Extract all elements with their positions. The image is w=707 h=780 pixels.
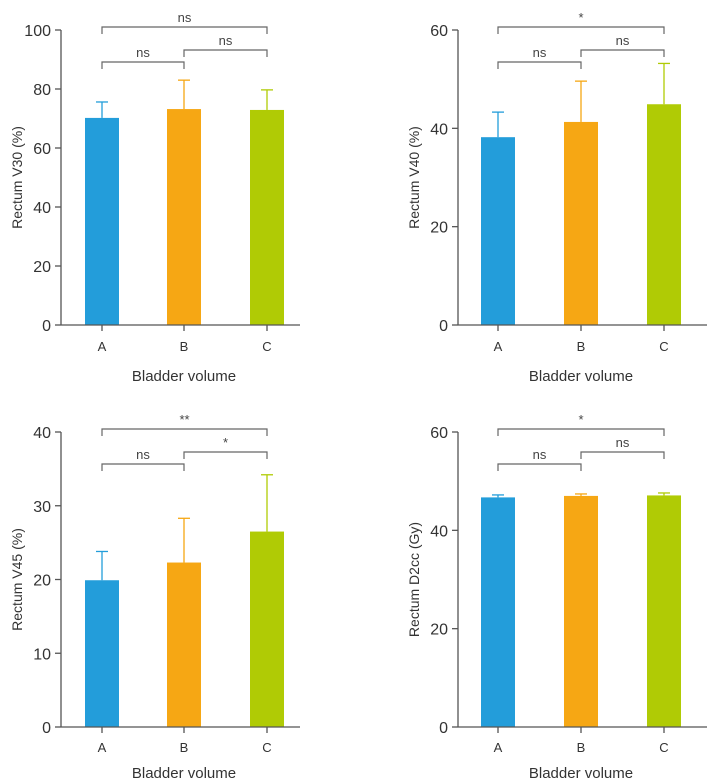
bar-B	[167, 562, 201, 727]
y-tick-label: 60	[430, 23, 448, 40]
x-tick-label: A	[98, 740, 107, 755]
significance-label: ns	[136, 45, 150, 60]
x-tick-label: A	[494, 339, 503, 354]
bar-C	[250, 109, 284, 325]
x-tick-label: B	[180, 339, 189, 354]
significance-label: **	[179, 412, 189, 427]
x-tick-label: C	[262, 339, 271, 354]
significance-bracket-bc	[183, 49, 268, 57]
y-tick-label: 0	[42, 318, 51, 335]
bar-A	[481, 137, 515, 325]
y-tick-label: 60	[430, 425, 448, 442]
y-tick-label: 0	[439, 720, 448, 737]
y-tick-label: 80	[33, 82, 51, 99]
significance-bracket-bc	[183, 451, 268, 459]
y-tick-label: 20	[430, 220, 448, 237]
significance-bracket-ac	[497, 26, 665, 34]
significance-bracket-ab	[101, 61, 185, 69]
y-axis-label: Rectum V45 (%)	[9, 528, 25, 631]
x-tick-label: C	[659, 339, 668, 354]
significance-bracket-ab	[101, 463, 185, 471]
y-tick-label: 20	[430, 622, 448, 639]
bar-A	[85, 580, 119, 727]
chart-panel-1: 0 20 40 60 80 100 A B C Bladder volume Rectum V30 …	[9, 10, 300, 385]
significance-bracket-ac	[101, 26, 268, 34]
significance-bracket-bc	[580, 451, 665, 459]
y-axis-label: Rectum V30 (%)	[9, 126, 25, 229]
chart-panel-2: 0 20 40 60 A B C Bladder volume Rectum V40 (%) ns…	[406, 10, 707, 385]
chart-panel-3: 0 10 20 30 40 A B C Bladder volume Rectum V45 (%)…	[9, 412, 300, 780]
y-tick-label: 40	[430, 523, 448, 540]
y-axis-label: Rectum D2cc (Gy)	[406, 522, 422, 637]
x-axis-label: Bladder volume	[132, 368, 236, 385]
bar-C	[647, 495, 681, 727]
y-tick-label: 0	[439, 318, 448, 335]
y-tick-label: 100	[24, 23, 51, 40]
significance-label: ns	[533, 45, 547, 60]
y-tick-label: 60	[33, 141, 51, 158]
significance-bracket-bc	[580, 49, 665, 57]
significance-label: ns	[616, 435, 630, 450]
y-tick-label: 30	[33, 499, 51, 516]
significance-label: ns	[178, 10, 192, 25]
x-tick-label: A	[494, 740, 503, 755]
bar-B	[564, 495, 598, 727]
significance-label: ns	[616, 33, 630, 48]
y-tick-label: 40	[33, 425, 51, 442]
x-tick-label: C	[659, 740, 668, 755]
bar-A	[481, 497, 515, 727]
bar-B	[564, 121, 598, 325]
y-tick-label: 40	[33, 200, 51, 217]
significance-label: *	[223, 435, 228, 450]
significance-label: ns	[219, 33, 233, 48]
y-tick-label: 10	[33, 646, 51, 663]
bar-C	[647, 104, 681, 325]
bar-A	[85, 117, 119, 325]
x-axis-label: Bladder volume	[529, 368, 633, 385]
significance-bracket-ac	[497, 428, 665, 436]
significance-label: ns	[533, 447, 547, 462]
y-tick-label: 20	[33, 573, 51, 590]
y-axis-label: Rectum V40 (%)	[406, 126, 422, 229]
y-tick-label: 0	[42, 720, 51, 737]
chart-panel-4: 0 20 40 60 A B C Bladder volume Rectum D2cc (Gy)…	[406, 412, 707, 780]
x-tick-label: B	[180, 740, 189, 755]
significance-label: ns	[136, 447, 150, 462]
x-axis-label: Bladder volume	[529, 765, 633, 780]
significance-bracket-ab	[497, 463, 582, 471]
significance-bracket-ac	[101, 428, 268, 436]
significance-bracket-ab	[497, 61, 582, 69]
y-tick-label: 40	[430, 121, 448, 138]
significance-label: *	[578, 412, 583, 427]
y-tick-label: 20	[33, 259, 51, 276]
x-tick-label: B	[577, 339, 586, 354]
x-tick-label: C	[262, 740, 271, 755]
bar-B	[167, 109, 201, 325]
x-tick-label: A	[98, 339, 107, 354]
significance-label: *	[578, 10, 583, 25]
bar-C	[250, 531, 284, 727]
x-axis-label: Bladder volume	[132, 765, 236, 780]
x-tick-label: B	[577, 740, 586, 755]
